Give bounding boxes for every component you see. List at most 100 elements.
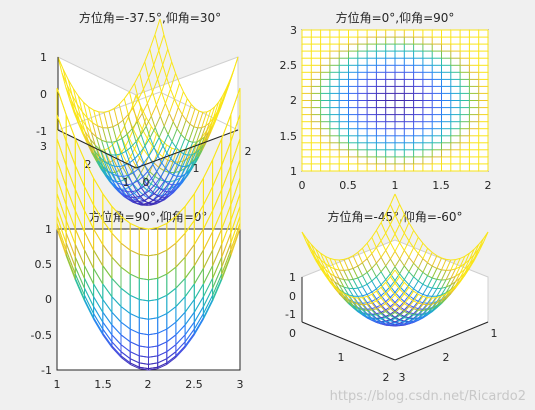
- s2-yt-3: 2.5: [280, 59, 298, 72]
- s3-mesh-line: [74, 210, 85, 232]
- s3-mesh-line: [84, 210, 95, 230]
- s1-mesh-line: [94, 144, 101, 151]
- s1-mesh-line: [166, 61, 173, 78]
- s1-mesh-line: [163, 190, 168, 193]
- s1-mesh-line: [116, 138, 123, 142]
- s1-mesh-line: [166, 144, 172, 149]
- s1-mesh-line: [157, 151, 164, 158]
- s4-mesh-line: [320, 252, 326, 264]
- s1-mesh-line: [185, 154, 192, 167]
- s1-mesh-line: [125, 145, 132, 157]
- s4-mesh-line: [389, 233, 396, 243]
- s1-yt-1: 1: [123, 176, 130, 189]
- s1-mesh-line: [155, 176, 162, 185]
- s1-mesh-line: [181, 114, 187, 121]
- s4-mesh-line: [334, 276, 340, 286]
- s4-mesh-line: [325, 255, 331, 259]
- s3-mesh-line: [175, 232, 186, 244]
- s1-mesh-line: [128, 175, 133, 184]
- s4-mesh-line: [399, 293, 405, 301]
- s1-mesh-line: [145, 171, 151, 180]
- s1-mesh-line: [155, 104, 161, 117]
- s4-mesh-line: [320, 268, 326, 276]
- s1-mesh-line: [212, 102, 219, 119]
- s1-mesh-line: [169, 162, 176, 173]
- s4-mesh-line: [376, 286, 382, 292]
- s4-mesh-line: [413, 288, 419, 293]
- s4-mesh-line: [366, 284, 373, 293]
- s3-mesh-line: [202, 300, 214, 320]
- s4-mesh-line: [417, 272, 424, 282]
- s4-mesh-line: [376, 300, 382, 307]
- s1-mesh-line: [126, 184, 132, 193]
- s4-mesh-line: [422, 242, 428, 249]
- s4-mesh-line: [376, 271, 382, 278]
- s1-mesh-line: [198, 110, 204, 113]
- s4-mesh-line: [436, 255, 442, 259]
- s1-mesh-line: [156, 197, 163, 202]
- s1-mesh-line: [142, 171, 149, 178]
- s1-mesh-line: [141, 117, 147, 130]
- s4-mesh-line: [408, 290, 415, 299]
- s4-mesh-line: [418, 317, 424, 321]
- s3-yt-4: 1: [45, 223, 52, 236]
- s1-mesh-line: [85, 125, 92, 133]
- s1-mesh-line: [83, 101, 89, 108]
- s4-mesh-line: [353, 296, 358, 299]
- s4-mesh-line: [422, 258, 428, 264]
- s4-mesh-line: [427, 310, 433, 314]
- s4-mesh-line: [408, 321, 414, 325]
- s4-mesh-line: [357, 297, 363, 305]
- s1-mesh-line: [194, 107, 200, 112]
- s1-mesh-line: [171, 141, 177, 148]
- s4-mesh-line: [366, 272, 373, 282]
- s4-mesh-line: [427, 303, 433, 311]
- s4-mesh-line: [468, 254, 475, 265]
- s1-mesh-line: [166, 77, 171, 90]
- s1-mesh-line: [182, 154, 189, 167]
- s1-mesh-line: [157, 64, 164, 80]
- s3-mesh-line: [93, 317, 104, 334]
- s1-mesh-line: [76, 104, 82, 119]
- s1-mesh-line: [143, 77, 150, 90]
- s4-mesh-line: [422, 314, 428, 318]
- s3-mesh-line: [221, 254, 232, 279]
- s3-mesh-line: [166, 306, 177, 314]
- s1-mesh-line: [132, 107, 138, 122]
- s3-mesh-line: [129, 249, 140, 255]
- s1-mesh-line: [188, 154, 194, 165]
- s4-mesh-line: [380, 323, 386, 326]
- s4-mesh-line: [445, 259, 452, 271]
- s4-mesh-line: [399, 324, 405, 327]
- s1-mesh-line: [139, 195, 145, 201]
- s3-mesh-line: [230, 223, 241, 251]
- s1-mesh-line: [62, 68, 69, 80]
- s4-mesh-line: [473, 244, 480, 256]
- s3-mesh-line: [65, 204, 76, 230]
- s4-mesh-line: [436, 257, 442, 269]
- s1-mesh-line: [154, 18, 161, 35]
- s1-mesh-line: [139, 73, 144, 90]
- s4-mesh-line: [361, 248, 368, 259]
- s1-mesh-line: [175, 134, 182, 148]
- s3-mesh-line: [111, 296, 122, 307]
- s3-mesh-line: [193, 283, 204, 300]
- s4-mesh-line: [366, 310, 373, 316]
- s3-mesh-line: [129, 294, 140, 300]
- s3-mesh-line: [212, 228, 223, 251]
- s4-mesh-line: [417, 267, 424, 273]
- s1-mesh-line: [128, 83, 135, 92]
- s1-mesh-line: [162, 48, 169, 66]
- s4-mesh-line: [403, 222, 410, 234]
- s4-mesh-line: [366, 293, 373, 297]
- s4-mesh-line: [362, 293, 368, 297]
- s4-mesh-line: [394, 224, 401, 235]
- s4-mesh-line: [454, 266, 461, 277]
- s4-mesh-line: [334, 259, 340, 271]
- s1-mesh-line: [141, 185, 148, 191]
- s1-mesh-line: [134, 73, 141, 84]
- s1-mesh-line: [179, 138, 186, 152]
- s1-mesh-line: [181, 98, 188, 115]
- s3-mesh-line: [193, 204, 204, 221]
- s3-mesh-line: [65, 186, 76, 211]
